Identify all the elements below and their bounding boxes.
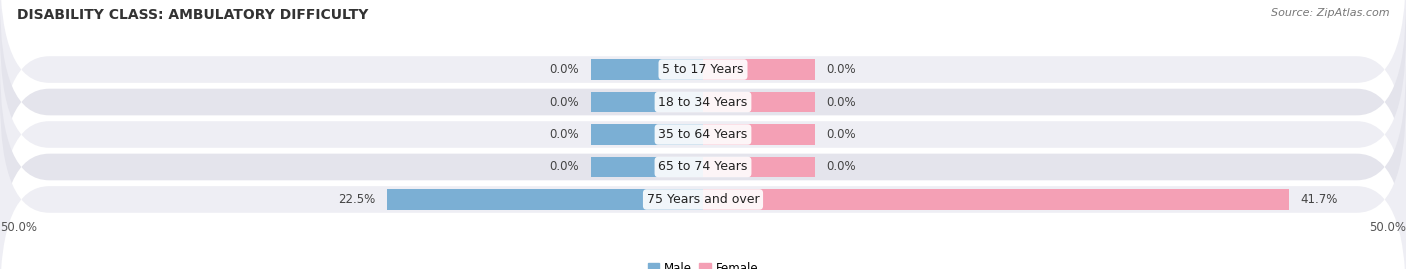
Bar <box>703 125 815 144</box>
Text: 0.0%: 0.0% <box>827 128 856 141</box>
Text: 35 to 64 Years: 35 to 64 Years <box>658 128 748 141</box>
Bar <box>591 92 703 112</box>
Text: 50.0%: 50.0% <box>0 221 37 233</box>
Bar <box>703 157 815 177</box>
Text: 75 Years and over: 75 Years and over <box>647 193 759 206</box>
FancyBboxPatch shape <box>0 0 1406 170</box>
Text: 0.0%: 0.0% <box>827 161 856 174</box>
Text: 0.0%: 0.0% <box>550 128 579 141</box>
Text: 65 to 74 Years: 65 to 74 Years <box>658 161 748 174</box>
Text: 0.0%: 0.0% <box>827 95 856 108</box>
Text: 0.0%: 0.0% <box>827 63 856 76</box>
Text: DISABILITY CLASS: AMBULATORY DIFFICULTY: DISABILITY CLASS: AMBULATORY DIFFICULTY <box>17 8 368 22</box>
FancyBboxPatch shape <box>0 99 1406 269</box>
Text: 50.0%: 50.0% <box>1369 221 1406 233</box>
FancyBboxPatch shape <box>0 2 1406 202</box>
Text: 0.0%: 0.0% <box>550 95 579 108</box>
Text: Source: ZipAtlas.com: Source: ZipAtlas.com <box>1271 8 1389 18</box>
Text: 41.7%: 41.7% <box>1301 193 1339 206</box>
Text: 18 to 34 Years: 18 to 34 Years <box>658 95 748 108</box>
Legend: Male, Female: Male, Female <box>643 258 763 269</box>
Bar <box>703 189 1289 210</box>
Text: 0.0%: 0.0% <box>550 161 579 174</box>
Bar <box>387 189 703 210</box>
Bar <box>703 59 815 80</box>
Bar <box>591 59 703 80</box>
Text: 0.0%: 0.0% <box>550 63 579 76</box>
Bar <box>591 125 703 144</box>
Bar <box>703 92 815 112</box>
FancyBboxPatch shape <box>0 67 1406 267</box>
Text: 22.5%: 22.5% <box>339 193 375 206</box>
Bar <box>591 157 703 177</box>
FancyBboxPatch shape <box>0 34 1406 235</box>
Text: 5 to 17 Years: 5 to 17 Years <box>662 63 744 76</box>
